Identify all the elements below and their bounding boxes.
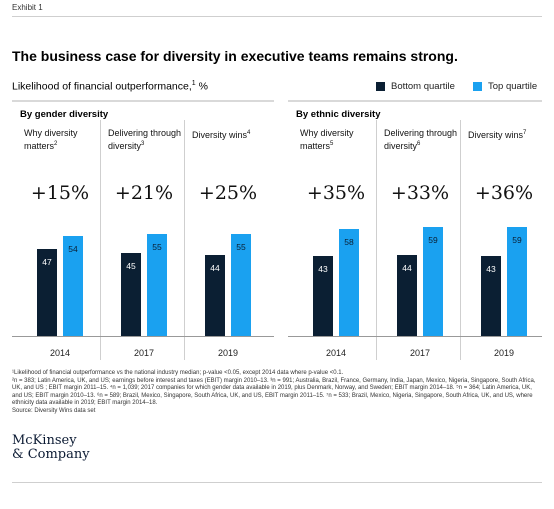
panel-divider — [376, 120, 377, 360]
bar-value-top: 59 — [428, 234, 438, 245]
bar-value-top: 59 — [512, 234, 522, 245]
year-label: 2017 — [133, 348, 155, 358]
bar-value-bottom: 43 — [486, 264, 496, 275]
legend-label-top: Top quartile — [488, 81, 538, 92]
bar-value-top: 55 — [152, 242, 162, 253]
panel-label-footnote-ref: 4 — [247, 130, 251, 136]
baseline-gender — [12, 336, 274, 337]
top-divider — [12, 16, 542, 17]
bottom-divider — [12, 482, 542, 483]
year-label: 2017 — [409, 348, 431, 358]
panel-divider — [184, 120, 185, 360]
ethnic-group-rule — [288, 100, 542, 102]
panel-divider — [100, 120, 101, 360]
panel-label: Diversity wins4 — [192, 128, 266, 141]
bar-bottom-quartile — [397, 254, 417, 336]
bar-top-quartile — [339, 228, 359, 336]
bar-top-quartile — [507, 226, 527, 336]
legend-bottom-quartile: Bottom quartile — [376, 81, 455, 92]
bar-value-bottom: 47 — [42, 257, 52, 268]
panel-label-footnote-ref: 6 — [417, 141, 421, 147]
legend-top-quartile: Top quartile — [473, 81, 537, 92]
bar-bottom-quartile — [121, 252, 141, 336]
panel-label-text: Why diversity matters — [24, 128, 78, 151]
logo-line-1: McKinsey — [12, 433, 77, 448]
subtitle-unit: % — [195, 80, 208, 93]
bar-top-quartile — [63, 236, 83, 336]
group-title-gender: By gender diversity — [20, 109, 109, 120]
gender-group-rule — [12, 100, 274, 102]
legend-swatch-top — [473, 82, 482, 91]
panel-label: Delivering through diversity6 — [384, 128, 458, 152]
footnote-1: ¹Likelihood of financial outperformance … — [12, 370, 344, 376]
bar-value-top: 55 — [236, 242, 246, 253]
panel-label: Why diversity matters5 — [300, 128, 374, 152]
bar-top-quartile — [423, 226, 443, 336]
panel-label-footnote-ref: 5 — [330, 141, 334, 147]
legend-label-bottom: Bottom quartile — [391, 81, 455, 92]
bar-value-top: 58 — [344, 236, 354, 247]
bar-bottom-quartile — [37, 249, 57, 336]
bar-bottom-quartile — [481, 256, 501, 336]
panel-divider — [460, 120, 461, 360]
exhibit-label: Exhibit 1 — [12, 3, 43, 12]
panel-label-text: Diversity wins — [192, 130, 248, 140]
legend-swatch-bottom — [376, 82, 385, 91]
footnote-2: ²n = 383; Latin America, UK, and US; ear… — [12, 377, 536, 407]
bar-value-top: 54 — [68, 244, 78, 255]
delta-label: +21% — [114, 182, 174, 204]
delta-label: +36% — [474, 182, 534, 204]
mckinsey-logo: McKinsey & Company — [12, 434, 90, 462]
footnote-source: Source: Diversity Wins data set — [12, 407, 96, 414]
bar-top-quartile — [147, 234, 167, 336]
bar-bottom-quartile — [205, 254, 225, 336]
year-label: 2014 — [49, 348, 71, 358]
panel-label-footnote-ref: 3 — [141, 141, 145, 147]
bar-value-bottom: 45 — [126, 260, 136, 271]
chart-subtitle: Likelihood of financial outperformance,1… — [12, 80, 208, 93]
panel-label-text: Diversity wins — [468, 130, 524, 140]
year-label: 2014 — [325, 348, 347, 358]
baseline-ethnic — [288, 336, 542, 337]
panel-label-text: Why diversity matters — [300, 128, 354, 151]
bar-value-bottom: 44 — [402, 262, 412, 273]
panel-label: Diversity wins7 — [468, 128, 542, 141]
panel-label: Why diversity matters2 — [24, 128, 98, 152]
panel-label-footnote-ref: 2 — [54, 141, 58, 147]
logo-line-2: & Company — [12, 447, 90, 462]
panel-label-text: Delivering through diversity — [108, 128, 182, 151]
year-label: 2019 — [493, 348, 515, 358]
subtitle-text: Likelihood of financial outperformance, — [12, 80, 192, 93]
panel-label: Delivering through diversity3 — [108, 128, 182, 152]
chart-title: The business case for diversity in execu… — [12, 48, 458, 64]
delta-label: +15% — [30, 182, 90, 204]
panel-label-text: Delivering through diversity — [384, 128, 458, 151]
delta-label: +25% — [198, 182, 258, 204]
bar-value-bottom: 43 — [318, 264, 328, 275]
bar-top-quartile — [231, 234, 251, 336]
bar-value-bottom: 44 — [210, 262, 220, 273]
year-label: 2019 — [217, 348, 239, 358]
panel-label-footnote-ref: 7 — [523, 130, 527, 136]
subtitle-footnote-ref: 1 — [191, 80, 196, 87]
group-title-ethnic: By ethnic diversity — [296, 109, 381, 120]
delta-label: +35% — [306, 182, 366, 204]
footnotes: ¹Likelihood of financial outperformance … — [12, 370, 542, 415]
bar-bottom-quartile — [313, 256, 333, 336]
delta-label: +33% — [390, 182, 450, 204]
